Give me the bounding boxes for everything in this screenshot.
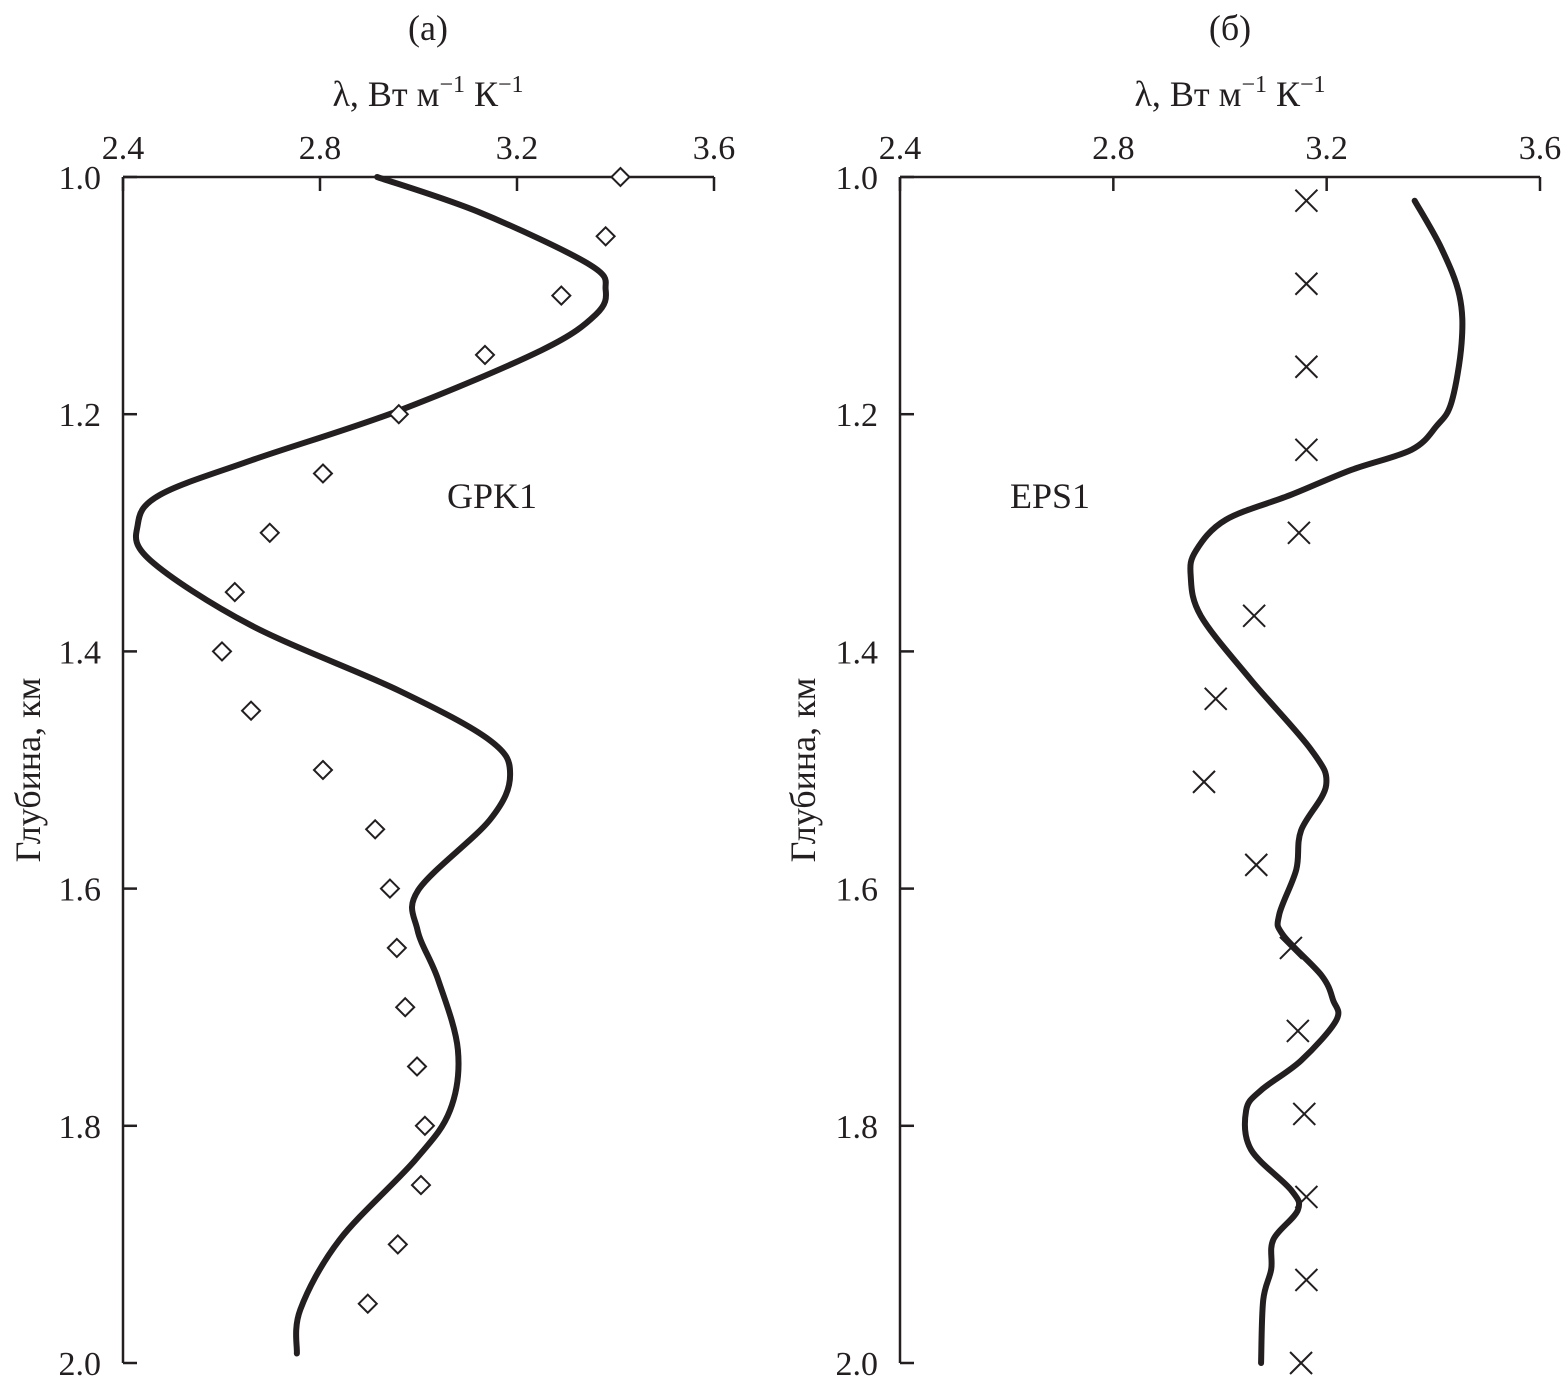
cross-marker <box>1242 604 1266 628</box>
cross-marker <box>1244 853 1268 877</box>
y-tick-label: 1.6 <box>836 872 879 909</box>
cross-marker <box>1294 1185 1319 1209</box>
diamond-marker <box>610 166 631 188</box>
diamond-marker <box>386 937 408 959</box>
diamond-marker <box>595 225 617 247</box>
diamond-marker <box>394 996 416 1018</box>
y-tick-label: 1.4 <box>59 634 102 671</box>
diamond-marker <box>357 1293 379 1315</box>
y-tick-label: 1.6 <box>59 872 102 909</box>
panel-label: (б) <box>1209 8 1251 48</box>
cross-marker <box>1294 355 1319 379</box>
series-line <box>1187 197 1466 1366</box>
cross-marker <box>1279 936 1303 960</box>
cross-marker <box>1294 438 1319 462</box>
cross-marker <box>1204 687 1228 711</box>
cross-marker <box>1294 189 1319 213</box>
x-axis-label: λ, Вт м−1 К−1 <box>1134 72 1325 114</box>
x-tick-label: 2.4 <box>879 130 922 167</box>
diamond-marker <box>240 700 262 722</box>
diamond-marker <box>224 581 246 603</box>
x-tick-label: 3.2 <box>1305 130 1348 167</box>
diamond-marker <box>410 1174 432 1196</box>
x-axis-label: λ, Вт м−1 К−1 <box>332 72 523 114</box>
x-tick-label: 3.2 <box>496 130 539 167</box>
diamond-marker <box>211 640 233 662</box>
panel-label: (a) <box>408 8 448 48</box>
x-tick-label: 3.6 <box>693 130 736 167</box>
cross-marker <box>1192 770 1216 794</box>
cross-marker <box>1294 272 1319 296</box>
y-tick-label: 1.2 <box>59 397 102 434</box>
diamond-marker <box>387 1233 409 1255</box>
y-tick-label: 1.8 <box>836 1109 879 1146</box>
x-tick-label: 3.6 <box>1519 130 1562 167</box>
y-tick-label: 1.4 <box>836 634 879 671</box>
diamond-marker <box>364 818 386 840</box>
cross-marker <box>1289 1351 1313 1375</box>
y-tick-label: 1.0 <box>59 160 102 197</box>
y-axis-label: Глубина, км <box>783 678 823 863</box>
y-tick-label: 2.0 <box>59 1346 102 1383</box>
series-annotation: GPK1 <box>447 476 537 516</box>
diamond-marker <box>312 759 334 781</box>
diamond-marker <box>414 1115 436 1137</box>
diamond-marker <box>388 403 410 425</box>
y-tick-label: 1.8 <box>59 1109 102 1146</box>
panel-b: (б) λ, Вт м−1 К−1 Глубина, км EPS1 2.4 2.… <box>783 8 1561 1383</box>
y-tick-label: 1.2 <box>836 397 879 434</box>
y-axis-label: Глубина, км <box>8 678 48 863</box>
x-tick-label: 2.4 <box>102 130 145 167</box>
cross-marker <box>1292 1102 1316 1126</box>
cross-marker <box>1287 521 1311 545</box>
panel-a: (a) λ, Вт м−1 К−1 Глубина, км GPK1 2.4 2.… <box>8 8 735 1383</box>
diamond-marker <box>406 1056 428 1077</box>
diamond-marker <box>379 878 401 900</box>
x-tick-label: 2.8 <box>299 130 342 167</box>
y-tick-label: 1.0 <box>836 160 879 197</box>
x-tick-label: 2.8 <box>1092 130 1135 167</box>
diamond-marker <box>312 463 334 484</box>
series-annotation: EPS1 <box>1010 476 1090 516</box>
series-line <box>132 174 610 1357</box>
diamond-marker <box>259 522 281 544</box>
y-tick-label: 2.0 <box>836 1346 879 1383</box>
cross-marker <box>1286 1019 1310 1043</box>
diamond-marker <box>474 344 496 366</box>
diamond-marker <box>550 285 572 307</box>
cross-marker <box>1294 1268 1319 1292</box>
